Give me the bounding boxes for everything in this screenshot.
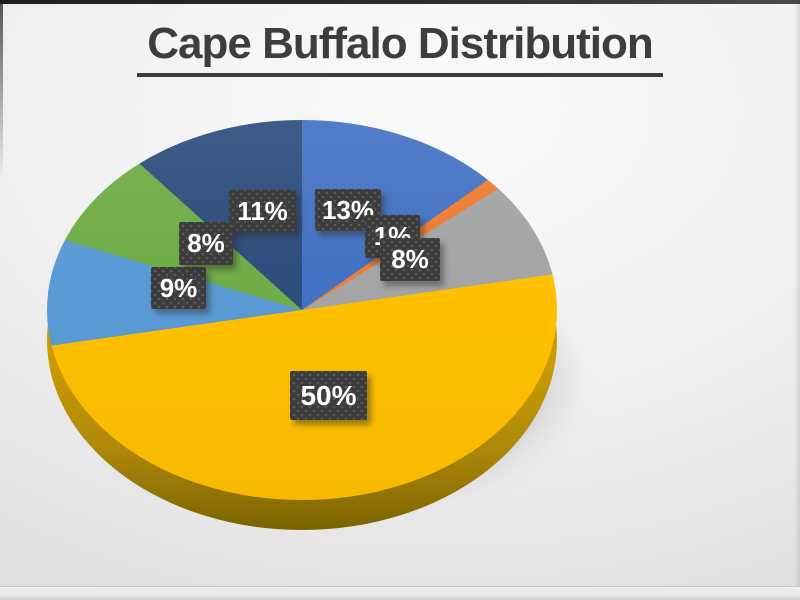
slide-top-edge [0,0,800,4]
slide-left-edge [0,0,3,180]
slice-label-8pct-green: 8% [179,222,233,265]
slice-label-50pct: 50% [290,371,367,420]
chart-title-text: Cape Buffalo Distribution [137,19,663,78]
slide-right-edge [794,0,800,600]
slice-label-11pct: 11% [229,190,296,232]
slide-bottom-strip [0,586,800,600]
chart-title: Cape Buffalo Distribution [0,19,800,78]
slice-label-9pct: 9% [151,267,206,309]
pie-top-surface [47,120,557,500]
slice-label-8pct-gray: 8% [380,238,440,281]
